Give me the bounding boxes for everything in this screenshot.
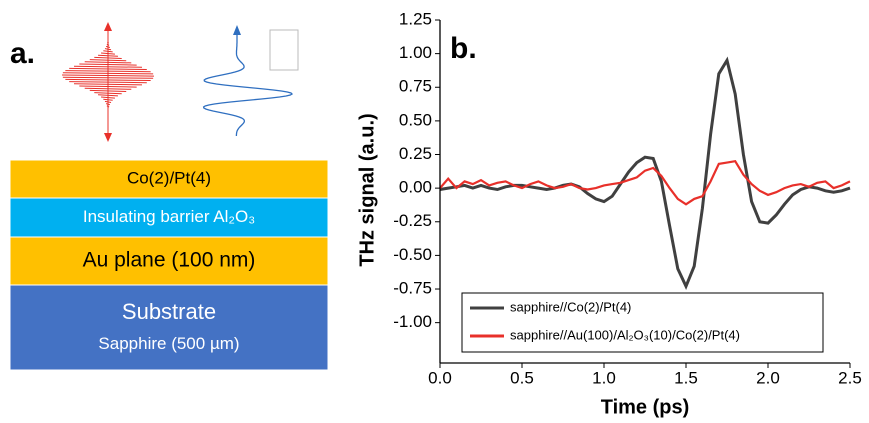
arrow-head [233, 25, 241, 35]
x-tick-label: 2.5 [838, 368, 862, 387]
layer-label: Insulating barrier Al₂O₃ [83, 207, 255, 226]
layer-label: Au plane (100 nm) [83, 249, 256, 272]
y-tick-label: 1.25 [399, 9, 432, 28]
blue-wave [202, 28, 294, 136]
panel-b: b. Time (ps) THz signal (a.u.) -1.00 -0.7… [356, 9, 862, 418]
y-tick-label: 0.00 [399, 178, 432, 197]
x-tick-label: 1.0 [592, 368, 616, 387]
x-tick-label: 1.5 [674, 368, 698, 387]
legend-box [461, 292, 824, 353]
legend-label: sapphire//Au(100)/Al₂O₃(10)/Co(2)/Pt(4) [510, 327, 740, 342]
x-tick-label: 2.0 [756, 368, 780, 387]
y-tick-label: 0.25 [399, 144, 432, 163]
y-tick-label: 0.75 [399, 77, 432, 96]
layer [9, 236, 329, 286]
layer-label: Substrate [122, 299, 216, 324]
x-axis-label: Time (ps) [601, 396, 690, 418]
panel-label: a. [10, 37, 35, 70]
layer [9, 159, 329, 199]
layer-label: Sapphire (500 µm) [98, 334, 239, 353]
y-tick-label: -0.75 [393, 279, 432, 298]
arrow-head [104, 22, 112, 31]
layer-label: Co(2)/Pt(4) [127, 168, 211, 187]
y-tick-label: -0.50 [393, 245, 432, 264]
arrow-head [104, 133, 112, 142]
x-tick-label: 0.0 [428, 368, 452, 387]
panel-a: a. Co(2)/Pt(4) Insulating barrier Al₂O₃ Au… [9, 22, 329, 371]
blank-box [269, 29, 299, 71]
panel-label: b. [450, 32, 477, 65]
y-tick-label: -0.25 [393, 211, 432, 230]
series-line [439, 159, 851, 206]
y-tick-label: 1.00 [399, 43, 432, 62]
layer [9, 284, 329, 371]
y-tick-label: 0.50 [399, 110, 432, 129]
series-line [439, 56, 851, 291]
y-axis-label: THz signal (a.u.) [356, 113, 378, 266]
x-tick-label: 0.5 [510, 368, 534, 387]
y-tick-label: -1.00 [393, 312, 432, 331]
legend-label: sapphire//Co(2)/Pt(4) [510, 299, 631, 314]
layer [9, 197, 329, 238]
